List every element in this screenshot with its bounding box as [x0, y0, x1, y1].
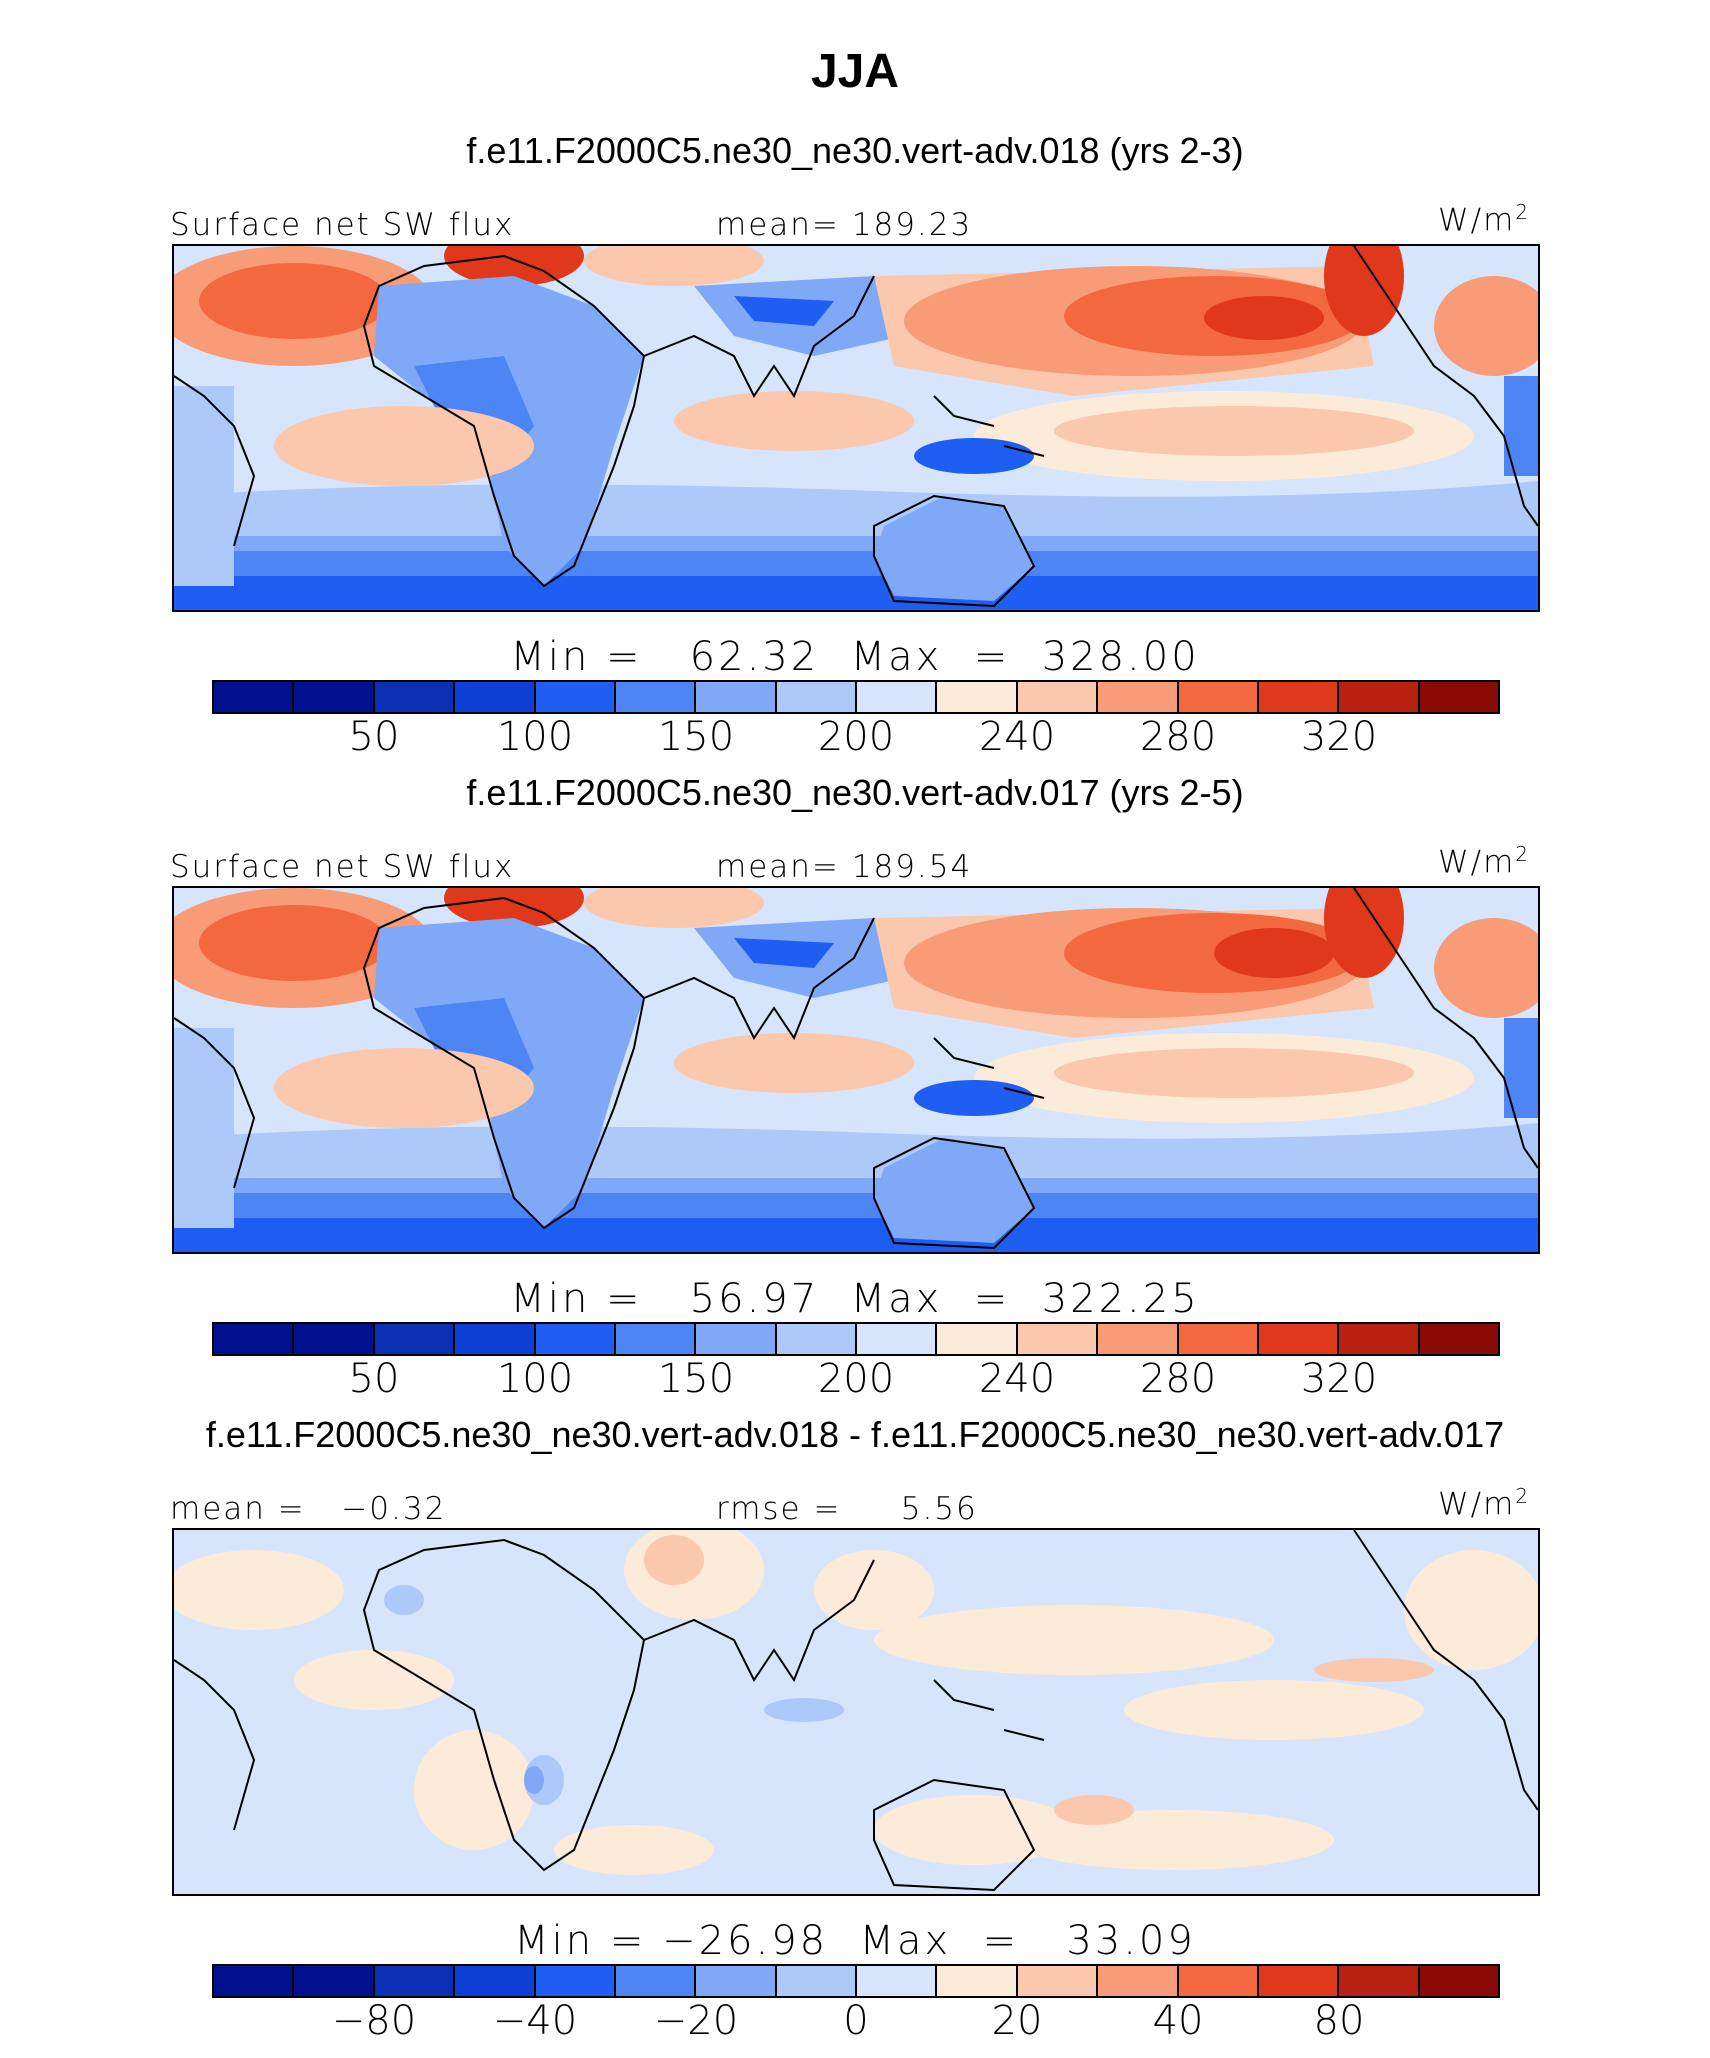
colorbar-swatch [535, 1324, 616, 1354]
colorbar-swatch [535, 1966, 616, 1996]
colorbar-swatch [294, 682, 375, 712]
colorbar-swatch [1098, 1324, 1179, 1354]
colorbar-swatch [937, 682, 1018, 712]
colorbar-swatch [776, 1324, 857, 1354]
panel2-case-title: f.e11.F2000C5.ne30_ne30.vert-adv.017 (yr… [466, 772, 1244, 813]
panel2-tick-label: 280 [1139, 1356, 1217, 1402]
colorbar-swatch [776, 1966, 857, 1996]
panel3-tick-label: −80 [331, 1998, 417, 2044]
panel3-units: W/m2 [1438, 1484, 1531, 1523]
colorbar-swatch [1258, 1324, 1340, 1354]
panel2-map [172, 886, 1540, 1254]
panel1-tick-label: 50 [348, 714, 400, 760]
colorbar-swatch [776, 682, 857, 712]
colorbar-swatch [214, 682, 295, 712]
panel3-rmse-label: rmse = 5.56 [716, 1491, 978, 1527]
colorbar-swatch [857, 1966, 938, 1996]
panel2-tick-label: 150 [657, 1356, 735, 1402]
colorbar-swatch [1098, 682, 1179, 712]
colorbar-swatch [1098, 1966, 1179, 1996]
panel1-map [172, 244, 1540, 612]
colorbar-swatch [1419, 682, 1498, 712]
colorbar-swatch [1419, 1324, 1498, 1354]
colorbar-swatch [455, 682, 536, 712]
colorbar-swatch [696, 682, 777, 712]
colorbar-swatch [1258, 1966, 1340, 1996]
panel3-tick-label: −20 [653, 1998, 739, 2044]
colorbar-swatch [1178, 682, 1259, 712]
panel1-tick-label: 280 [1139, 714, 1217, 760]
colorbar-swatch [696, 1324, 777, 1354]
colorbar-swatch [1339, 1966, 1420, 1996]
colorbar-swatch [857, 682, 938, 712]
panel2-tick-label: 100 [496, 1356, 574, 1402]
panel2-tick-label: 200 [817, 1356, 895, 1402]
panel2-mean-label: mean= 189.54 [716, 849, 973, 885]
panel1-tick-label: 320 [1300, 714, 1378, 760]
colorbar-swatch [857, 1324, 938, 1354]
colorbar-swatch [615, 1966, 697, 1996]
colorbar-swatch [696, 1966, 777, 1996]
colorbar-swatch [374, 682, 456, 712]
colorbar-swatch [1178, 1966, 1259, 1996]
panel3-map [172, 1528, 1540, 1896]
panel2-units: W/m2 [1438, 842, 1531, 881]
panel2-tick-label: 50 [348, 1356, 400, 1402]
panel2-tick-label: 240 [978, 1356, 1056, 1402]
colorbar-swatch [535, 682, 616, 712]
colorbar-swatch [455, 1324, 536, 1354]
colorbar-swatch [1017, 1324, 1099, 1354]
panel2-colorbar [212, 1322, 1500, 1356]
colorbar-swatch [455, 1966, 536, 1996]
panel1-minmax: Min = 62.32 Max = 328.00 [510, 634, 1200, 680]
colorbar-swatch [937, 1966, 1018, 1996]
panel3-case-title: f.e11.F2000C5.ne30_ne30.vert-adv.018 - f… [205, 1414, 1505, 1455]
colorbar-swatch [1419, 1966, 1498, 1996]
panel3-tick-label: 0 [843, 1998, 869, 2044]
colorbar-swatch [214, 1966, 295, 1996]
figure-title: JJA [810, 45, 900, 98]
panel3-tick-label: 80 [1313, 1998, 1365, 2044]
panel2-variable-label: Surface net SW flux [170, 849, 515, 885]
panel1-case-title: f.e11.F2000C5.ne30_ne30.vert-adv.018 (yr… [466, 130, 1244, 171]
panel3-minmax: Min = −26.98 Max = 33.09 [514, 1918, 1196, 1964]
panel1-colorbar [212, 680, 1500, 714]
colorbar-swatch [1339, 682, 1420, 712]
panel2-minmax: Min = 56.97 Max = 322.25 [510, 1276, 1200, 1322]
colorbar-swatch [374, 1966, 456, 1996]
colorbar-swatch [1258, 682, 1340, 712]
panel1-variable-label: Surface net SW flux [170, 207, 515, 243]
colorbar-swatch [294, 1324, 375, 1354]
colorbar-swatch [1339, 1324, 1420, 1354]
panel1-tick-label: 240 [978, 714, 1056, 760]
colorbar-swatch [214, 1324, 295, 1354]
panel1-tick-label: 150 [657, 714, 735, 760]
panel3-colorbar [212, 1964, 1500, 1998]
panel1-tick-label: 200 [817, 714, 895, 760]
panel3-tick-label: −40 [492, 1998, 578, 2044]
panel3-tick-label: 20 [991, 1998, 1043, 2044]
colorbar-swatch [1017, 1966, 1099, 1996]
colorbar-swatch [374, 1324, 456, 1354]
colorbar-swatch [294, 1966, 375, 1996]
colorbar-swatch [615, 1324, 697, 1354]
panel2-tick-label: 320 [1300, 1356, 1378, 1402]
colorbar-swatch [937, 1324, 1018, 1354]
panel3-tick-label: 40 [1152, 1998, 1204, 2044]
panel1-units: W/m2 [1438, 200, 1531, 239]
colorbar-swatch [615, 682, 697, 712]
panel1-tick-label: 100 [496, 714, 574, 760]
panel3-mean-label: mean = −0.32 [170, 1491, 447, 1527]
panel1-mean-label: mean= 189.23 [716, 207, 973, 243]
colorbar-swatch [1178, 1324, 1259, 1354]
colorbar-swatch [1017, 682, 1099, 712]
